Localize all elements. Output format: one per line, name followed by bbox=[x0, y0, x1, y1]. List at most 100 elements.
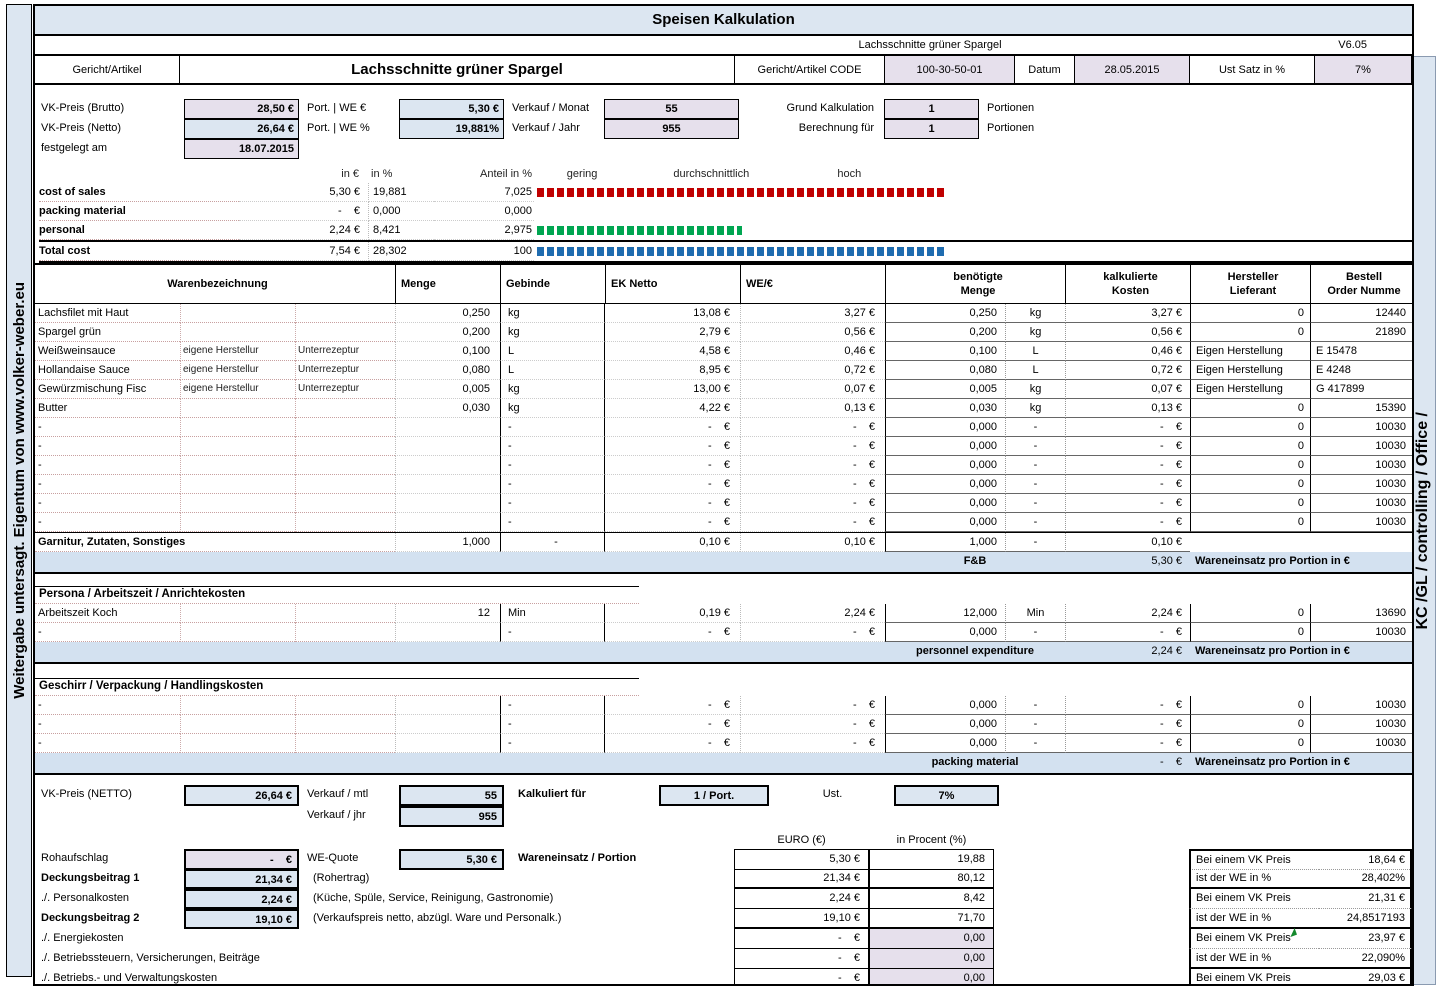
port-we-eur-value[interactable]: 5,30 € bbox=[399, 99, 504, 119]
cell-hersteller-lieferant[interactable]: Eigen Herstellung bbox=[1190, 342, 1310, 361]
cell-gebinde[interactable]: - bbox=[500, 715, 605, 734]
cell-einheit[interactable]: - bbox=[1005, 494, 1065, 513]
cell-bestell-nummer[interactable]: 21890 bbox=[1310, 323, 1412, 342]
cell-menge[interactable]: 0,200 bbox=[395, 323, 500, 342]
cell-herstellung[interactable]: eigene Herstellur bbox=[180, 342, 295, 361]
we-quote-value[interactable]: 5,30 € bbox=[399, 849, 504, 870]
vk-netto-value[interactable]: 26,64 € bbox=[184, 119, 299, 139]
cell-rezeptur[interactable] bbox=[295, 604, 395, 623]
cell-benoetigte-menge[interactable]: 0,000 bbox=[885, 437, 1005, 456]
cell-menge[interactable]: 0,005 bbox=[395, 380, 500, 399]
cell-hersteller-lieferant[interactable]: 0 bbox=[1190, 323, 1310, 342]
cell-ek-netto[interactable]: 13,00 € bbox=[605, 380, 740, 399]
cell-menge[interactable]: 0,080 bbox=[395, 361, 500, 380]
cell-einheit[interactable]: - bbox=[1005, 533, 1065, 552]
cell-ek-netto[interactable]: - € bbox=[605, 513, 740, 532]
cell-ek-netto[interactable]: 4,58 € bbox=[605, 342, 740, 361]
cell-benoetigte-menge[interactable]: 0,250 bbox=[885, 304, 1005, 323]
cell-hersteller-lieferant[interactable]: 0 bbox=[1190, 696, 1310, 715]
vk-netto-bottom-value[interactable]: 26,64 € bbox=[184, 785, 299, 806]
cell-kalkulierte-kosten[interactable]: 3,27 € bbox=[1065, 304, 1190, 323]
cell-einheit[interactable]: L bbox=[1005, 361, 1065, 380]
cell-bestell-nummer[interactable]: 10030 bbox=[1310, 475, 1412, 494]
cell-gebinde[interactable]: Min bbox=[500, 604, 605, 623]
cell-hersteller-lieferant[interactable]: 0 bbox=[1190, 604, 1310, 623]
cell-herstellung[interactable]: eigene Herstellur bbox=[180, 361, 295, 380]
cell-we-eur[interactable]: 0,13 € bbox=[740, 399, 885, 418]
cell-herstellung[interactable] bbox=[180, 715, 295, 734]
cell-kalkulierte-kosten[interactable]: 0,13 € bbox=[1065, 399, 1190, 418]
vk-brutto-value[interactable]: 28,50 € bbox=[184, 99, 299, 119]
verkauf-mtl-value[interactable]: 55 bbox=[399, 785, 504, 806]
cell-kalkulierte-kosten[interactable]: - € bbox=[1065, 456, 1190, 475]
cell-menge[interactable] bbox=[395, 418, 500, 437]
cell-herstellung[interactable] bbox=[180, 456, 295, 475]
cell-gebinde[interactable]: - bbox=[500, 623, 605, 642]
cell-bestell-nummer[interactable]: E 4248 bbox=[1310, 361, 1412, 380]
cell-einheit[interactable]: kg bbox=[1005, 399, 1065, 418]
cell-bestell-nummer[interactable]: 13690 bbox=[1310, 604, 1412, 623]
cell-warenbezeichnung[interactable]: - bbox=[35, 494, 180, 513]
cell-kalkulierte-kosten[interactable]: - € bbox=[1065, 418, 1190, 437]
cell-benoetigte-menge[interactable]: 0,000 bbox=[885, 734, 1005, 753]
cell-kalkulierte-kosten[interactable]: - € bbox=[1065, 475, 1190, 494]
cell-rezeptur[interactable] bbox=[295, 494, 395, 513]
cell-bestell-nummer[interactable]: 10030 bbox=[1310, 418, 1412, 437]
cell-gebinde[interactable]: kg bbox=[500, 304, 605, 323]
cell-we-eur[interactable]: - € bbox=[740, 494, 885, 513]
cell-menge[interactable] bbox=[395, 456, 500, 475]
cell-herstellung[interactable] bbox=[180, 399, 295, 418]
cell-ek-netto[interactable]: 13,08 € bbox=[605, 304, 740, 323]
cell-benoetigte-menge[interactable]: 0,000 bbox=[885, 513, 1005, 532]
cell-rezeptur[interactable] bbox=[295, 734, 395, 753]
cell-menge[interactable] bbox=[395, 475, 500, 494]
festgelegt-am-value[interactable]: 18.07.2015 bbox=[184, 139, 299, 159]
cell-bestell-nummer[interactable]: 10030 bbox=[1310, 437, 1412, 456]
cell-we-eur[interactable]: 3,27 € bbox=[740, 304, 885, 323]
cell-herstellung[interactable] bbox=[180, 304, 295, 323]
cell-kalkulierte-kosten[interactable]: 0,46 € bbox=[1065, 342, 1190, 361]
cell-gebinde[interactable]: - bbox=[500, 533, 605, 552]
verkauf-monat-value[interactable]: 55 bbox=[604, 99, 739, 119]
cell-benoetigte-menge[interactable]: 1,000 bbox=[885, 533, 1005, 552]
cell-rezeptur[interactable] bbox=[295, 418, 395, 437]
cell-bestell-nummer[interactable]: 10030 bbox=[1310, 494, 1412, 513]
cell-gebinde[interactable]: kg bbox=[500, 399, 605, 418]
cell-kalkulierte-kosten[interactable]: - € bbox=[1065, 437, 1190, 456]
cell-gebinde[interactable]: - bbox=[500, 734, 605, 753]
cell-einheit[interactable]: - bbox=[1005, 696, 1065, 715]
cell-warenbezeichnung[interactable]: Weißweinsauce bbox=[35, 342, 180, 361]
personalkosten-value[interactable]: 2,24 € bbox=[184, 889, 299, 909]
cell-menge[interactable] bbox=[395, 623, 500, 642]
cell-warenbezeichnung[interactable]: Lachsfilet mit Haut bbox=[35, 304, 180, 323]
cell-herstellung[interactable] bbox=[180, 323, 295, 342]
cell-we-eur[interactable]: - € bbox=[740, 456, 885, 475]
cell-menge[interactable] bbox=[395, 494, 500, 513]
cell-warenbezeichnung[interactable]: - bbox=[35, 623, 180, 642]
cell-warenbezeichnung[interactable]: Garnitur, Zutaten, Sonstiges bbox=[35, 533, 395, 552]
cell-benoetigte-menge[interactable]: 0,200 bbox=[885, 323, 1005, 342]
port-we-pct-value[interactable]: 19,881% bbox=[399, 119, 504, 139]
cell-bestell-nummer[interactable]: 10030 bbox=[1310, 734, 1412, 753]
cell-rezeptur[interactable] bbox=[295, 696, 395, 715]
cell-einheit[interactable]: - bbox=[1005, 437, 1065, 456]
cell-menge[interactable]: 1,000 bbox=[395, 533, 500, 552]
cell-hersteller-lieferant[interactable]: 0 bbox=[1190, 494, 1310, 513]
cell-kalkulierte-kosten[interactable]: - € bbox=[1065, 715, 1190, 734]
cell-we-eur[interactable]: - € bbox=[740, 623, 885, 642]
cell-ek-netto[interactable]: - € bbox=[605, 418, 740, 437]
cell-gebinde[interactable]: - bbox=[500, 437, 605, 456]
cell-warenbezeichnung[interactable]: Hollandaise Sauce bbox=[35, 361, 180, 380]
cell-hersteller-lieferant[interactable]: 0 bbox=[1190, 399, 1310, 418]
cell-herstellung[interactable] bbox=[180, 623, 295, 642]
cell-ek-netto[interactable]: 8,95 € bbox=[605, 361, 740, 380]
cell-rezeptur[interactable] bbox=[295, 399, 395, 418]
cell-warenbezeichnung[interactable]: - bbox=[35, 437, 180, 456]
cell-menge[interactable]: 0,030 bbox=[395, 399, 500, 418]
cell-ek-netto[interactable]: - € bbox=[605, 715, 740, 734]
cell-benoetigte-menge[interactable]: 0,000 bbox=[885, 623, 1005, 642]
cell-benoetigte-menge[interactable]: 0,080 bbox=[885, 361, 1005, 380]
cell-we-eur[interactable]: - € bbox=[740, 437, 885, 456]
ust-value[interactable]: 7% bbox=[894, 785, 999, 806]
berechnung-fuer-value[interactable]: 1 bbox=[884, 119, 979, 139]
